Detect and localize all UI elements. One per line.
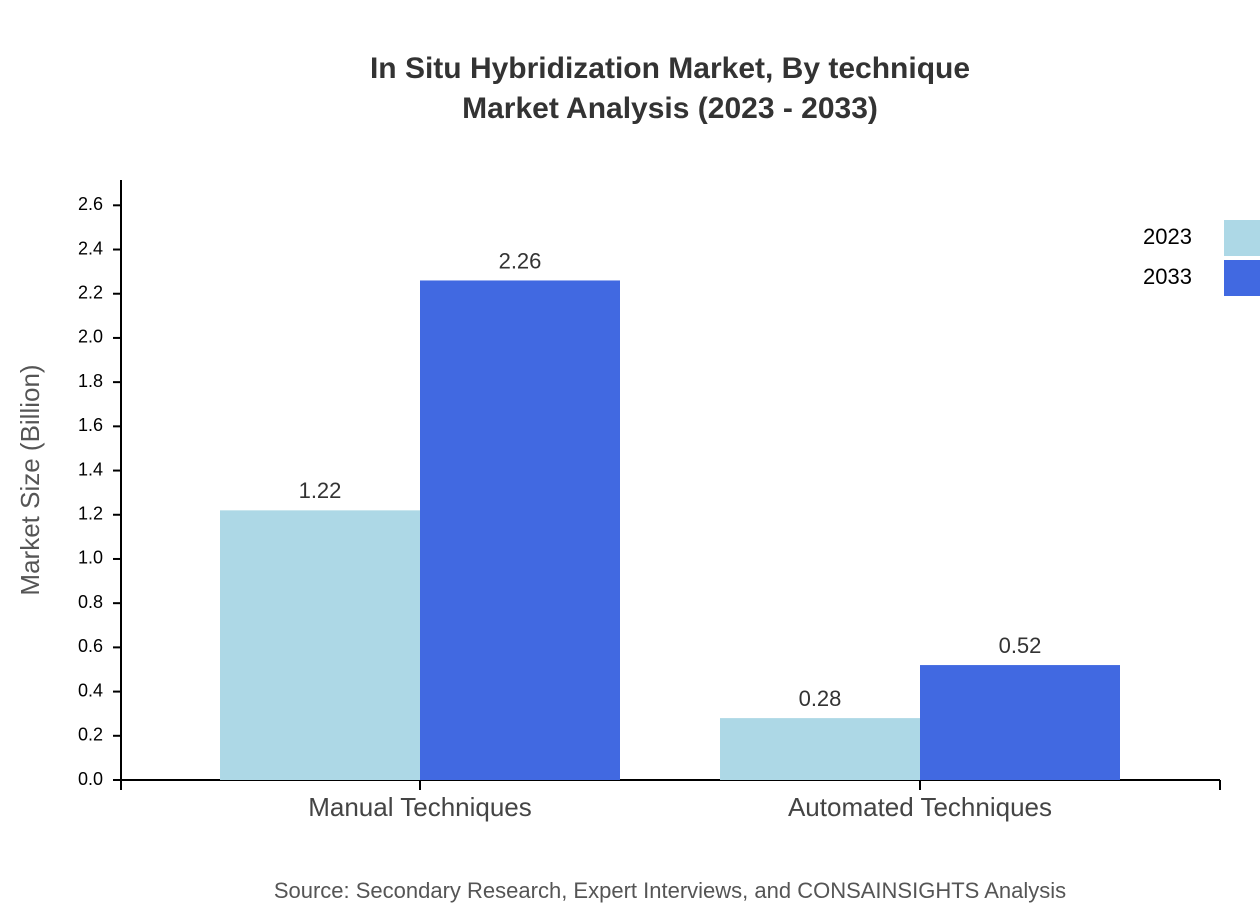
value-label: 2.26 — [499, 248, 542, 273]
x-tick-label: Manual Techniques — [308, 792, 532, 822]
legend-label: 2023 — [1143, 224, 1192, 249]
bar — [420, 280, 620, 780]
x-tick-label: Automated Techniques — [788, 792, 1052, 822]
y-tick-label: 0.2 — [78, 725, 103, 745]
source-note: Source: Secondary Research, Expert Inter… — [274, 878, 1066, 903]
chart-title: In Situ Hybridization Market, By techniq… — [370, 52, 970, 85]
legend-swatch — [1224, 220, 1260, 256]
bar — [220, 510, 420, 780]
value-label: 1.22 — [299, 478, 342, 503]
y-tick-label: 2.0 — [78, 327, 103, 347]
chart-subtitle: Market Analysis (2023 - 2033) — [462, 92, 878, 125]
y-tick-label: 2.2 — [78, 282, 103, 302]
y-tick-label: 2.4 — [78, 238, 103, 258]
bar — [720, 718, 920, 780]
y-tick-label: 0.4 — [78, 680, 103, 700]
legend-swatch — [1224, 260, 1260, 296]
value-label: 0.52 — [999, 633, 1042, 658]
y-tick-label: 1.8 — [78, 371, 103, 391]
bar — [920, 665, 1120, 780]
y-tick-label: 2.6 — [78, 194, 103, 214]
y-axis-label: Market Size (Billion) — [15, 364, 45, 595]
y-tick-label: 0.8 — [78, 592, 103, 612]
y-tick-label: 1.0 — [78, 548, 103, 568]
legend-label: 2033 — [1143, 264, 1192, 289]
y-tick-label: 1.6 — [78, 415, 103, 435]
y-tick-label: 1.4 — [78, 459, 103, 479]
y-tick-label: 1.2 — [78, 504, 103, 524]
y-tick-label: 0.0 — [78, 769, 103, 789]
y-tick-label: 0.6 — [78, 636, 103, 656]
value-label: 0.28 — [799, 686, 842, 711]
